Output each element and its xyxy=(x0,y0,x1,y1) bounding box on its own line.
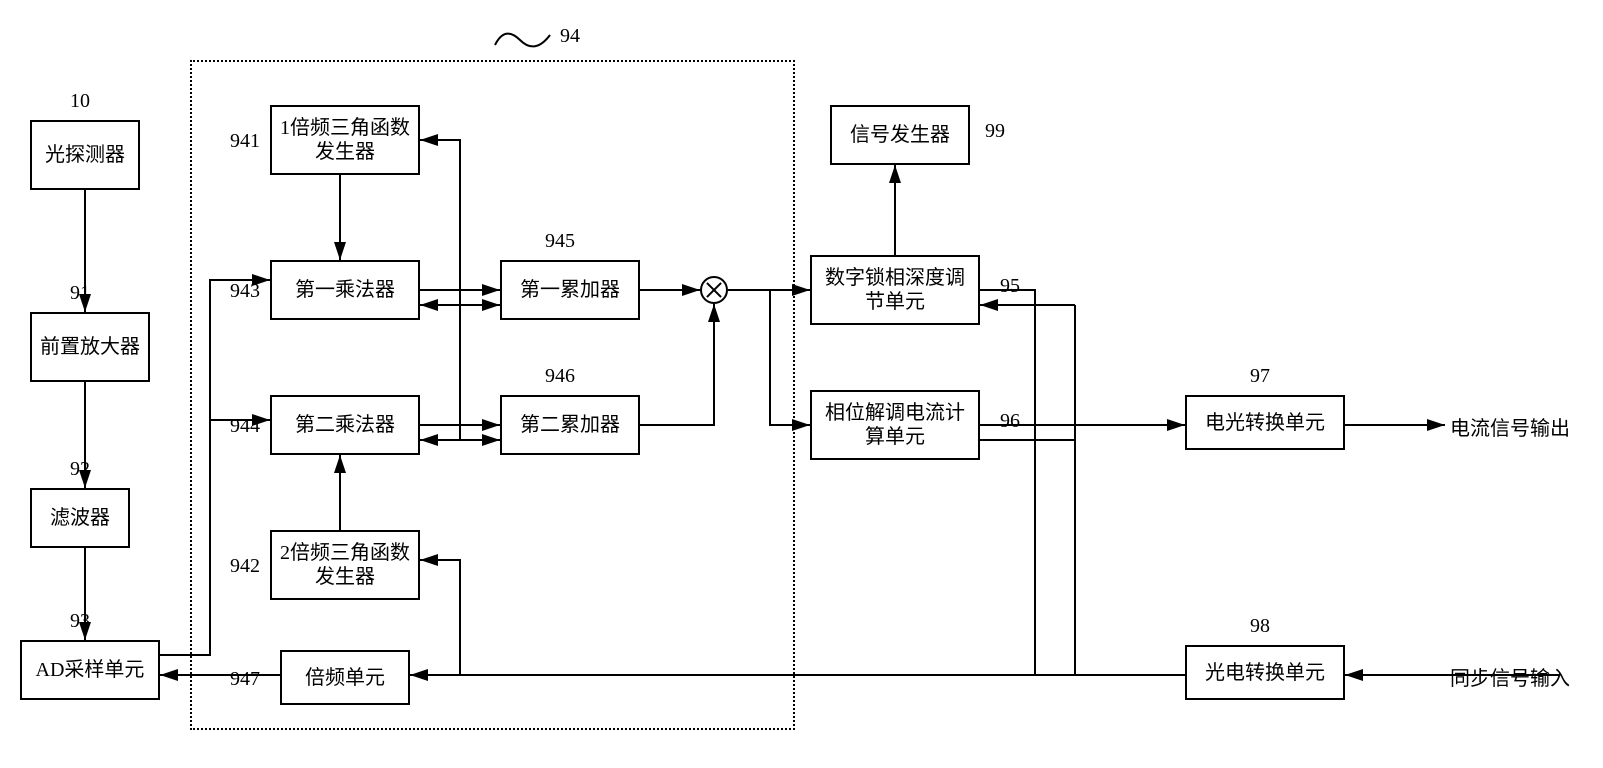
block-label: 相位解调电流计算单元 xyxy=(816,401,974,449)
block-label: AD采样单元 xyxy=(36,658,145,682)
block-acc2: 第二累加器 xyxy=(500,395,640,455)
ref-99: 99 xyxy=(985,120,1005,143)
block-lock-in-depth: 数字锁相深度调节单元 xyxy=(810,255,980,325)
block-label: 第一累加器 xyxy=(520,278,620,302)
ref-943: 943 xyxy=(230,280,260,303)
block-label: 信号发生器 xyxy=(850,123,950,147)
block-2x-trig-gen: 2倍频三角函数发生器 xyxy=(270,530,420,600)
block-eo-conv: 电光转换单元 xyxy=(1185,395,1345,450)
block-phase-demod: 相位解调电流计算单元 xyxy=(810,390,980,460)
block-label: 光探测器 xyxy=(45,143,125,167)
ref-96: 96 xyxy=(1000,410,1020,433)
block-filter: 滤波器 xyxy=(30,488,130,548)
ref-91: 91 xyxy=(70,282,90,305)
block-label: 电光转换单元 xyxy=(1205,411,1325,435)
block-ad-sampler: AD采样单元 xyxy=(20,640,160,700)
in-sync-label: 同步信号输入 xyxy=(1450,662,1570,691)
ref-942: 942 xyxy=(230,555,260,578)
ref-94: 94 xyxy=(560,25,580,48)
block-label: 光电转换单元 xyxy=(1205,661,1325,685)
block-freq-mult: 倍频单元 xyxy=(280,650,410,705)
mixer-icon xyxy=(700,276,728,304)
block-mult1: 第一乘法器 xyxy=(270,260,420,320)
block-sig-gen: 信号发生器 xyxy=(830,105,970,165)
ref-941: 941 xyxy=(230,130,260,153)
block-label: 第二乘法器 xyxy=(295,413,395,437)
ref-945: 945 xyxy=(545,230,575,253)
block-1x-trig-gen: 1倍频三角函数发生器 xyxy=(270,105,420,175)
ref-947: 947 xyxy=(230,668,260,691)
block-mult2: 第二乘法器 xyxy=(270,395,420,455)
block-oe-conv: 光电转换单元 xyxy=(1185,645,1345,700)
ref-944: 944 xyxy=(230,415,260,438)
block-photodetector: 光探测器 xyxy=(30,120,140,190)
block-label: 1倍频三角函数发生器 xyxy=(276,116,414,164)
ref-97: 97 xyxy=(1250,365,1270,388)
block-label: 倍频单元 xyxy=(305,666,385,690)
block-label: 数字锁相深度调节单元 xyxy=(816,266,974,314)
block-preamp: 前置放大器 xyxy=(30,312,150,382)
ref-946: 946 xyxy=(545,365,575,388)
ref-95: 95 xyxy=(1000,275,1020,298)
block-label: 第二累加器 xyxy=(520,413,620,437)
ref-93: 93 xyxy=(70,610,90,633)
out-current-label: 电流信号输出 xyxy=(1450,412,1570,441)
block-acc1: 第一累加器 xyxy=(500,260,640,320)
ref-10: 10 xyxy=(70,90,90,113)
block-label: 第一乘法器 xyxy=(295,278,395,302)
ref-92: 92 xyxy=(70,458,90,481)
block-label: 滤波器 xyxy=(50,506,110,530)
block-label: 前置放大器 xyxy=(40,335,140,359)
block-label: 2倍频三角函数发生器 xyxy=(276,541,414,589)
ref-98: 98 xyxy=(1250,615,1270,638)
